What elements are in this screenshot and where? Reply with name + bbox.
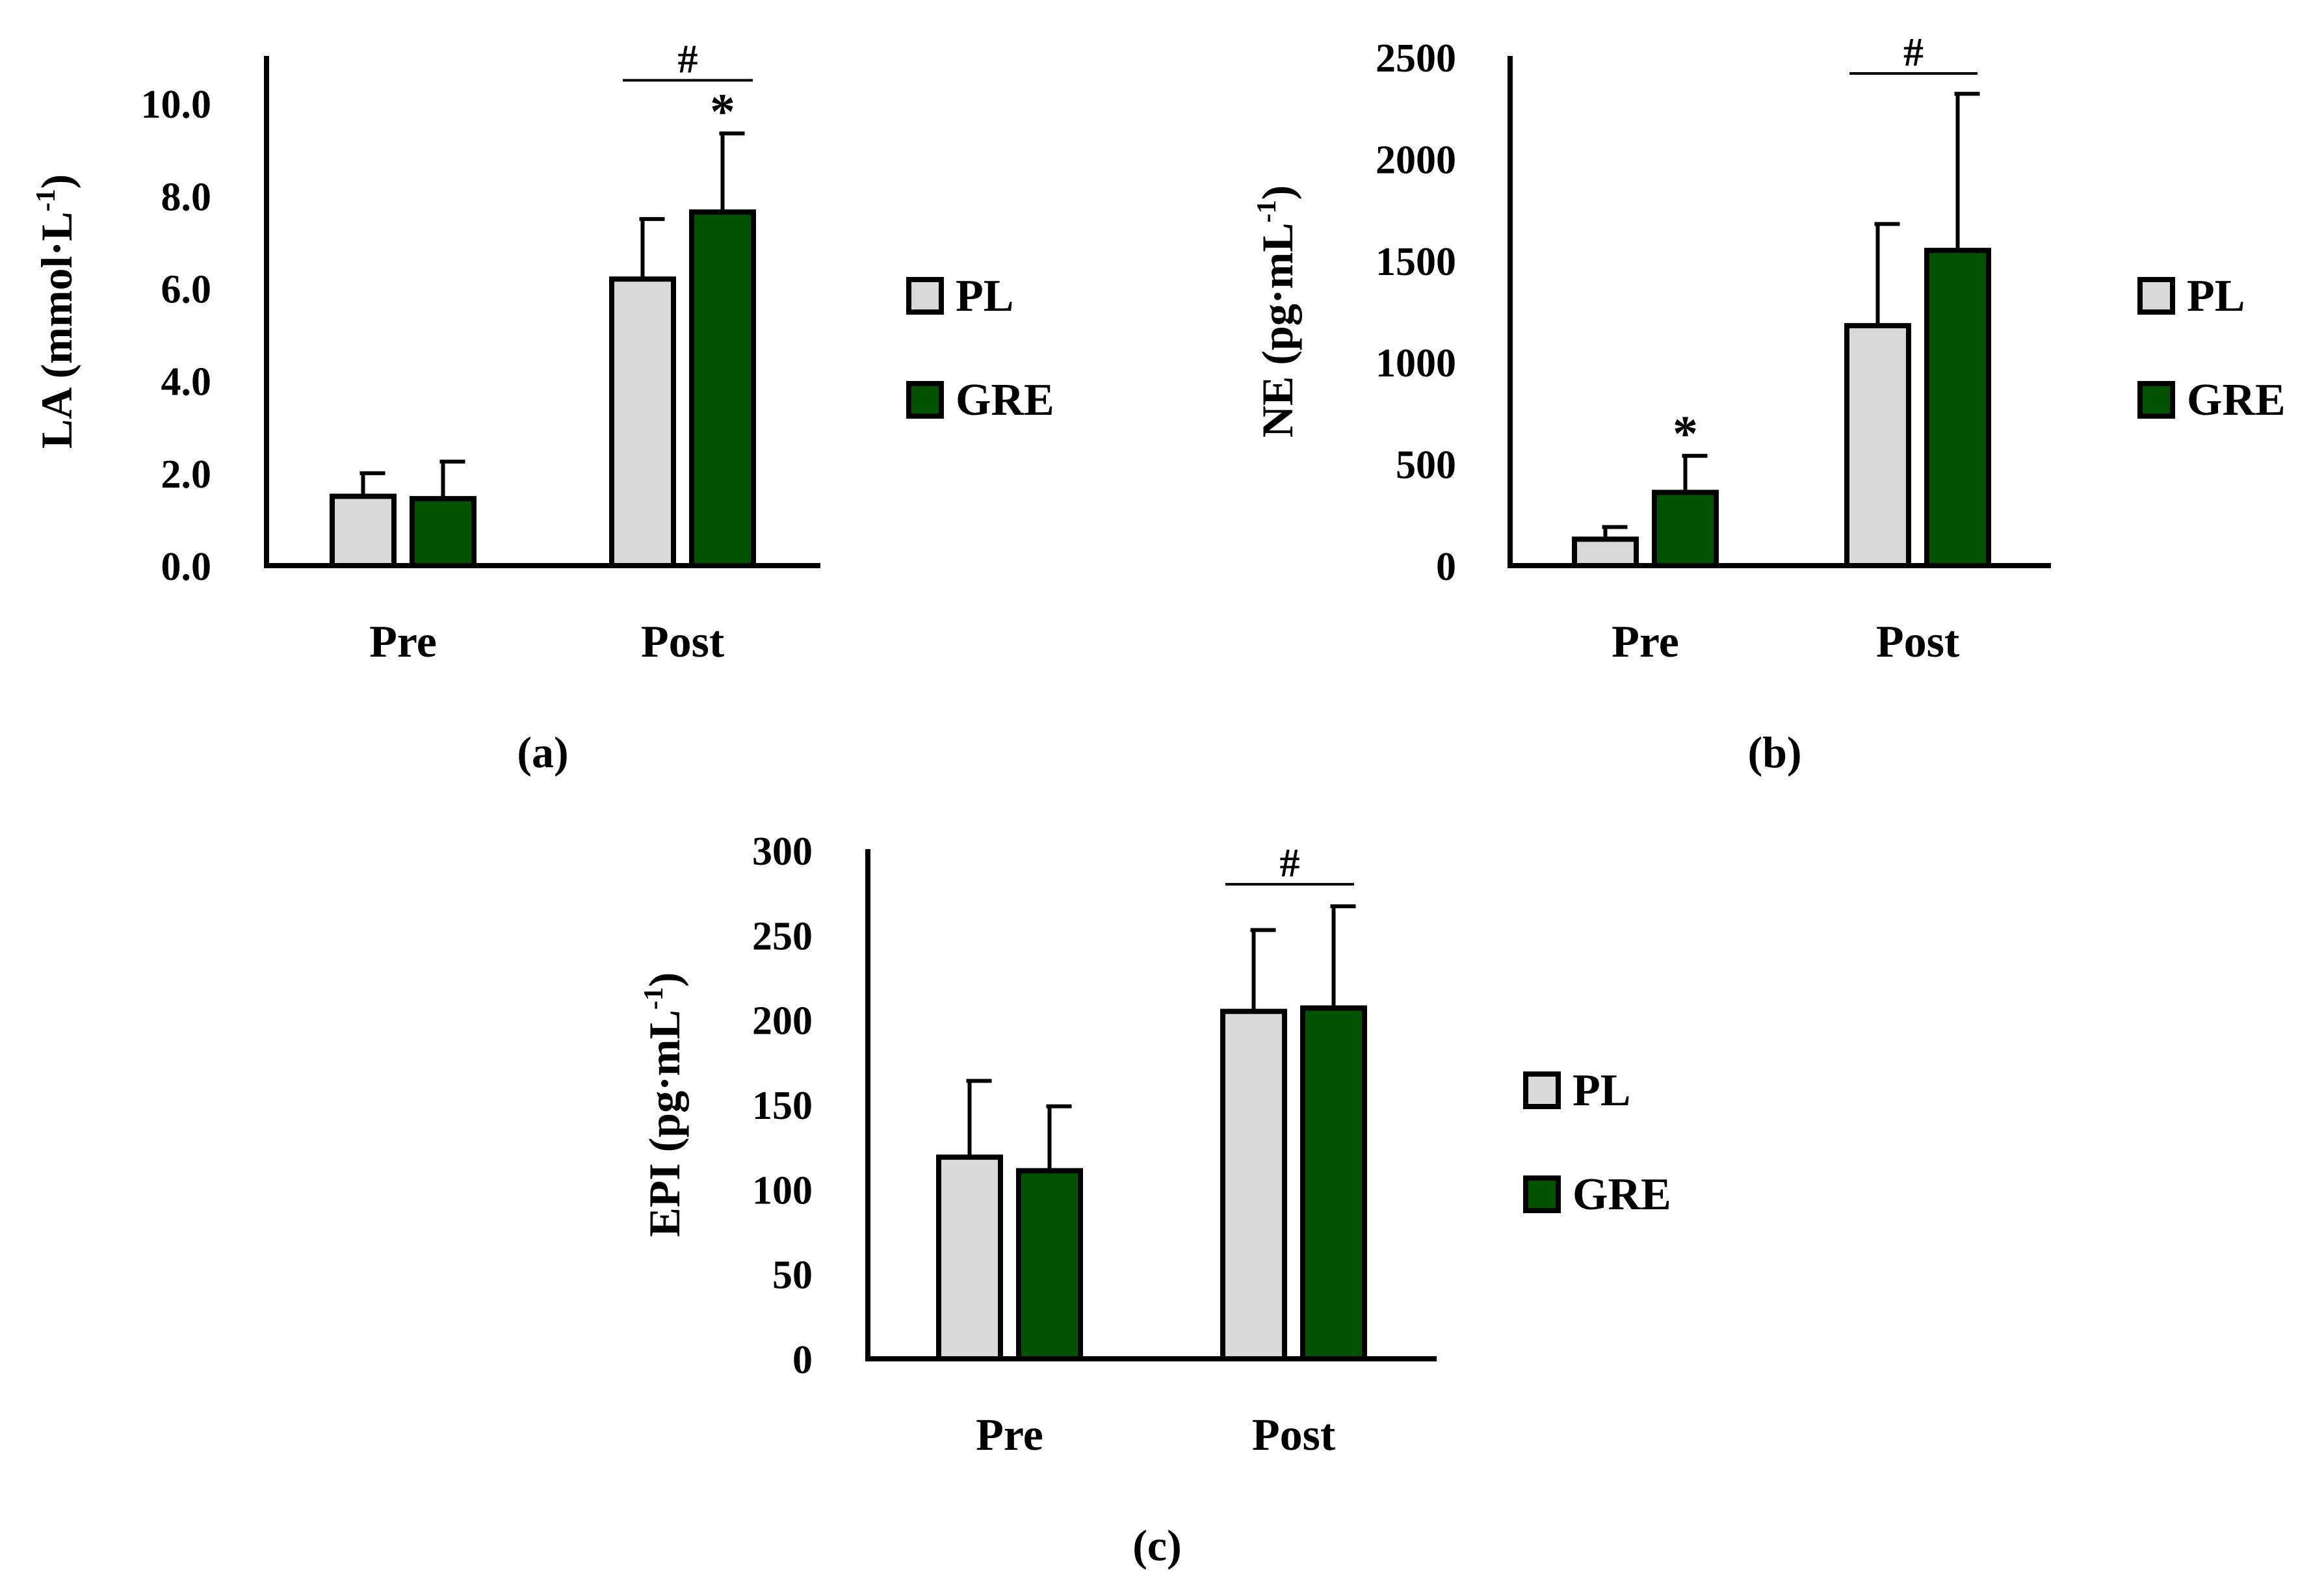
legend-swatch-pl [906,277,944,315]
y-tick-label: 1500 [1376,240,1456,284]
legend-label-pl: PL [956,271,1013,321]
y-tick-label: 8.0 [161,175,212,219]
bar-pl-pre [1572,536,1639,568]
significance-asterisk: * [710,83,735,139]
panel-caption-a: (a) [517,728,568,777]
chart-panel-b: 0 500 1000 1500 2000 2500 Pre Post NE (pg·mL-1) #… [1252,31,2286,777]
y-axis-label: NE (pg·mL-1) [1252,185,1302,438]
y-tick-label: 2500 [1376,36,1456,81]
y-tick-label: 1000 [1376,341,1456,386]
y-tick-label: 0 [792,1338,813,1382]
y-tick-label: 0.0 [161,545,212,589]
legend: PL GRE [1523,1066,1671,1220]
y-axis-label: EPI (pg·mL-1) [639,972,689,1237]
y-tick-label: 250 [752,914,813,958]
legend-label-gre: GRE [1573,1170,1671,1220]
bar-pl-post [1220,1008,1287,1361]
bar-gre-pre [1016,1168,1083,1362]
bar-pl-post [1844,322,1911,568]
legend-swatch-pl [2137,277,2175,315]
bar-gre-post [689,209,756,568]
legend-swatch-gre [906,381,944,419]
legend-label-gre: GRE [956,375,1054,425]
legend: PL GRE [906,271,1054,425]
bar-pl-post [609,276,676,568]
y-tick-label: 300 [752,830,813,874]
significance-hash: # [1903,31,1924,75]
legend-label-pl: PL [1573,1066,1630,1116]
panel-caption-c: (c) [1132,1521,1181,1570]
bar-gre-pre [1652,490,1719,569]
bar-gre-pre [410,495,477,568]
chart-panel-a: 0.0 2.0 4.0 6.0 8.0 10.0 Pre Post LA (mmol·L-1) #… [31,38,1054,777]
y-tick-label: 0 [1436,545,1456,589]
y-tick-label: 10.0 [141,83,212,127]
y-tick-label: 100 [752,1168,813,1213]
y-tick-label: 4.0 [161,360,212,404]
y-tick-label: 50 [772,1253,813,1298]
y-tick-label: 2000 [1376,138,1456,182]
significance-hash: # [1280,841,1300,885]
legend-swatch-gre [2137,381,2175,419]
legend-label-gre: GRE [2187,375,2286,425]
legend-swatch-gre [1523,1175,1561,1213]
x-tick-label-post: Post [1876,617,1959,667]
chart-panel-c: 0 50 100 150 200 250 300 Pre Post EPI (pg·mL-1) # P… [639,830,1671,1570]
x-tick-label-pre: Pre [369,617,437,667]
y-tick-label: 6.0 [161,267,212,311]
x-tick-label-pre: Pre [976,1410,1043,1460]
bar-gre-post [1300,1005,1367,1362]
x-tick-label-post: Post [1252,1410,1335,1460]
bar-pl-pre [936,1154,1003,1361]
bar-pl-pre [330,493,397,569]
y-axis-label: LA (mmol·L-1) [31,174,81,449]
y-tick-label: 2.0 [161,452,212,497]
significance-asterisk: * [1673,405,1698,462]
bar-gre-post [1924,248,1991,568]
x-tick-label-pre: Pre [1612,617,1679,667]
significance-hash: # [678,38,698,82]
panel-caption-b: (b) [1747,728,1801,777]
legend-swatch-pl [1523,1071,1561,1109]
legend: PL GRE [2137,271,2286,425]
legend-label-pl: PL [2187,271,2245,321]
x-tick-label-post: Post [641,617,724,667]
y-tick-label: 150 [752,1084,813,1128]
y-tick-label: 200 [752,999,813,1043]
y-tick-label: 500 [1396,443,1456,488]
